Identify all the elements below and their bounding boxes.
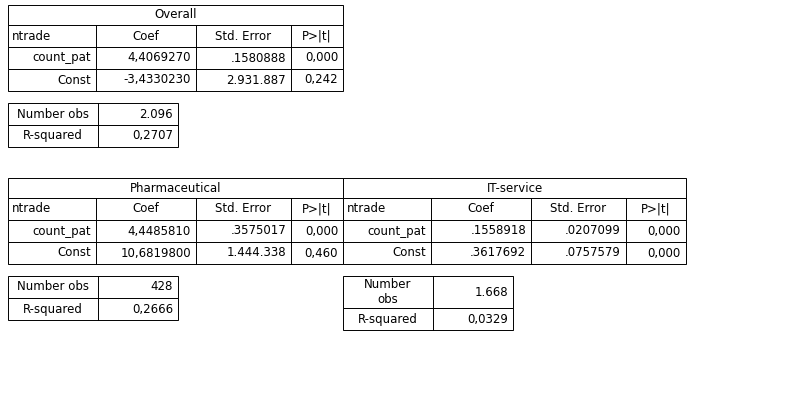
Text: Number
obs: Number obs bbox=[364, 278, 412, 306]
Bar bbox=[8, 298, 178, 320]
Text: P>|t|: P>|t| bbox=[641, 202, 671, 215]
Bar bbox=[8, 5, 343, 25]
Text: Const: Const bbox=[393, 246, 426, 259]
Text: .0757579: .0757579 bbox=[565, 246, 621, 259]
Text: 0,000: 0,000 bbox=[648, 246, 681, 259]
Bar bbox=[343, 308, 513, 330]
Text: 1.444.338: 1.444.338 bbox=[227, 246, 286, 259]
Text: count_pat: count_pat bbox=[367, 225, 426, 238]
Text: Number obs: Number obs bbox=[17, 280, 89, 293]
Text: ntrade: ntrade bbox=[347, 202, 386, 215]
Text: 0,000: 0,000 bbox=[305, 225, 338, 238]
Bar bbox=[8, 198, 343, 220]
Text: Pharmaceutical: Pharmaceutical bbox=[130, 181, 221, 194]
Text: -3,4330230: -3,4330230 bbox=[123, 74, 191, 86]
Bar bbox=[343, 198, 686, 220]
Text: ntrade: ntrade bbox=[12, 202, 51, 215]
Text: P>|t|: P>|t| bbox=[303, 29, 332, 42]
Text: Overall: Overall bbox=[154, 8, 197, 21]
Bar bbox=[343, 178, 686, 198]
Bar bbox=[8, 242, 343, 264]
Bar bbox=[343, 220, 686, 242]
Text: Std. Error: Std. Error bbox=[216, 202, 272, 215]
Text: R-squared: R-squared bbox=[358, 312, 418, 326]
Bar bbox=[8, 47, 343, 69]
Text: Std. Error: Std. Error bbox=[551, 202, 607, 215]
Text: count_pat: count_pat bbox=[32, 51, 91, 65]
Bar bbox=[343, 276, 513, 308]
Text: 0,2707: 0,2707 bbox=[132, 129, 173, 143]
Text: .1558918: .1558918 bbox=[470, 225, 526, 238]
Text: 1.668: 1.668 bbox=[474, 286, 508, 299]
Text: 0,242: 0,242 bbox=[304, 74, 338, 86]
Bar bbox=[8, 276, 178, 298]
Bar bbox=[8, 220, 343, 242]
Text: .1580888: .1580888 bbox=[231, 51, 286, 65]
Text: 4,4069270: 4,4069270 bbox=[127, 51, 191, 65]
Text: R-squared: R-squared bbox=[23, 303, 83, 316]
Text: 0,000: 0,000 bbox=[305, 51, 338, 65]
Text: 0,000: 0,000 bbox=[648, 225, 681, 238]
Text: .3575017: .3575017 bbox=[230, 225, 286, 238]
Bar bbox=[343, 242, 686, 264]
Bar bbox=[8, 125, 178, 147]
Bar bbox=[8, 25, 343, 47]
Text: IT-service: IT-service bbox=[487, 181, 543, 194]
Text: Coef: Coef bbox=[133, 29, 160, 42]
Bar bbox=[8, 103, 178, 125]
Text: 2.931.887: 2.931.887 bbox=[227, 74, 286, 86]
Text: .3617692: .3617692 bbox=[470, 246, 526, 259]
Text: 0,0329: 0,0329 bbox=[467, 312, 508, 326]
Text: P>|t|: P>|t| bbox=[303, 202, 332, 215]
Bar bbox=[8, 178, 343, 198]
Text: Number obs: Number obs bbox=[17, 107, 89, 120]
Text: .0207099: .0207099 bbox=[565, 225, 621, 238]
Text: 2.096: 2.096 bbox=[139, 107, 173, 120]
Text: R-squared: R-squared bbox=[23, 129, 83, 143]
Text: count_pat: count_pat bbox=[32, 225, 91, 238]
Text: Coef: Coef bbox=[133, 202, 160, 215]
Bar bbox=[8, 69, 343, 91]
Text: 428: 428 bbox=[151, 280, 173, 293]
Text: 0,2666: 0,2666 bbox=[132, 303, 173, 316]
Text: Const: Const bbox=[57, 246, 91, 259]
Text: Std. Error: Std. Error bbox=[216, 29, 272, 42]
Text: Const: Const bbox=[57, 74, 91, 86]
Text: 4,4485810: 4,4485810 bbox=[128, 225, 191, 238]
Text: 10,6819800: 10,6819800 bbox=[120, 246, 191, 259]
Text: 0,460: 0,460 bbox=[304, 246, 338, 259]
Text: ntrade: ntrade bbox=[12, 29, 51, 42]
Text: Coef: Coef bbox=[468, 202, 495, 215]
